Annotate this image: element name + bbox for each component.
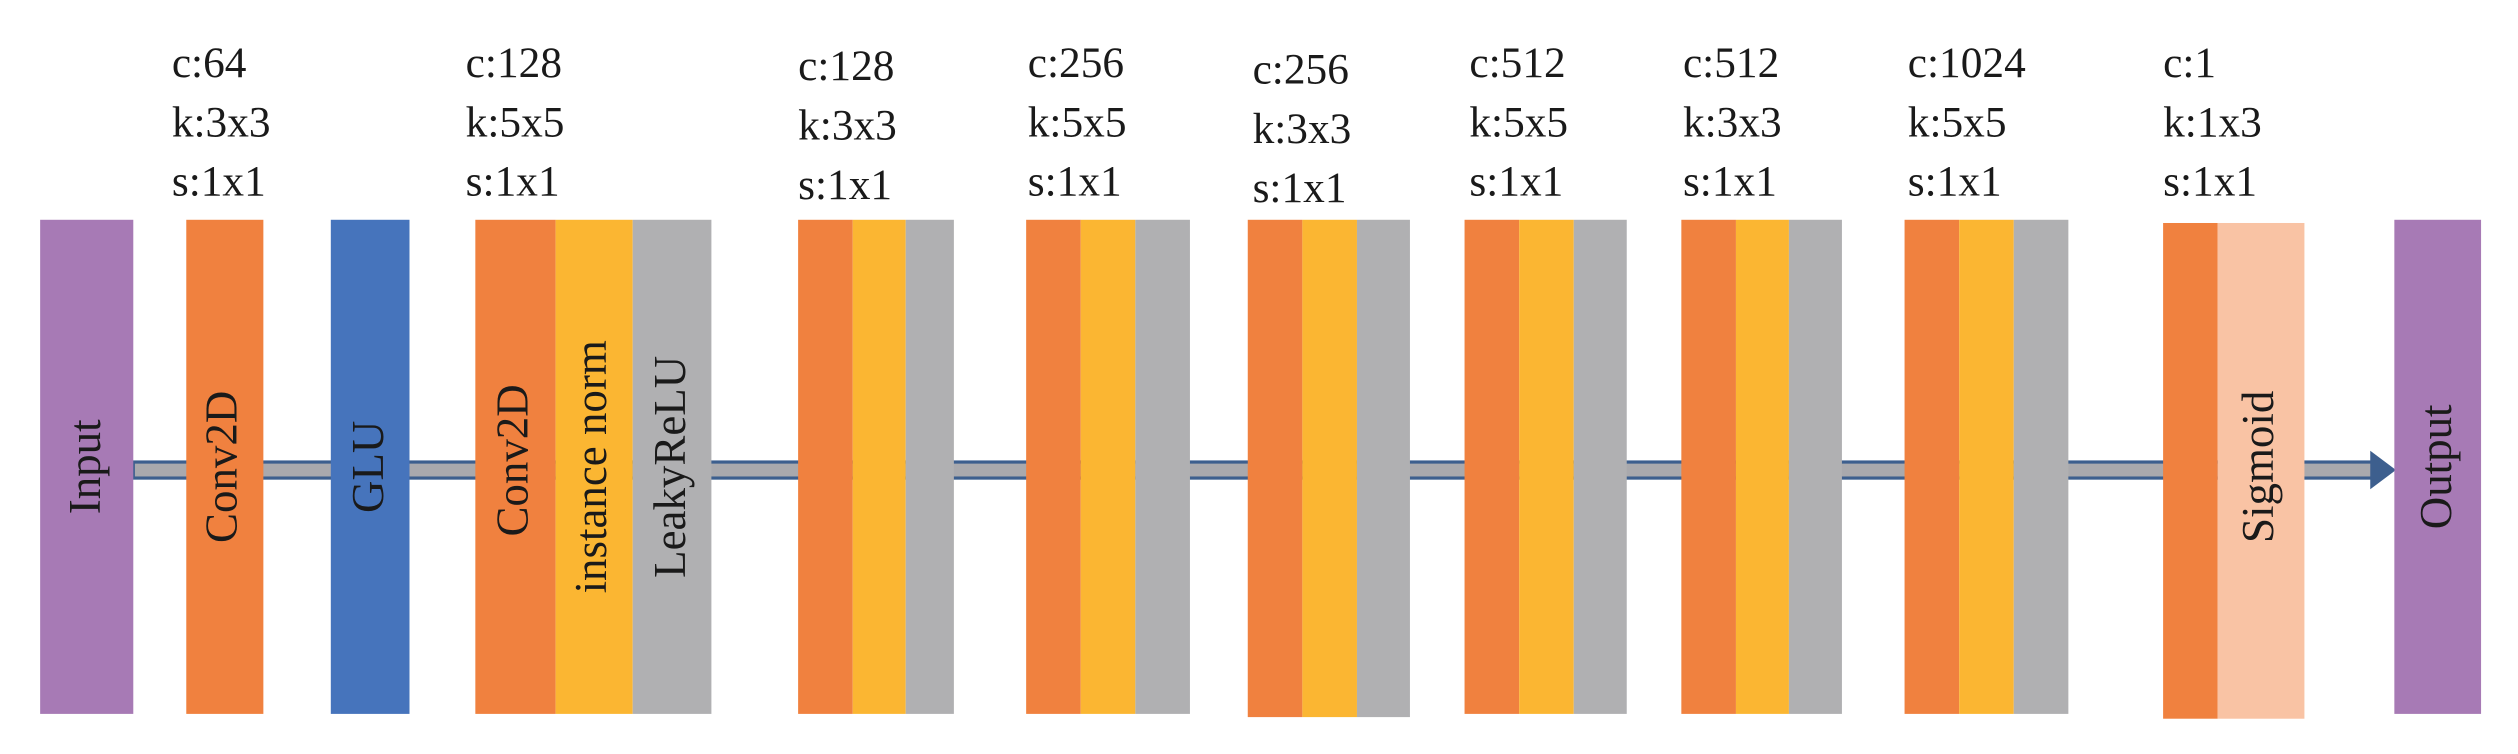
- relu-block: [1573, 219, 1627, 714]
- annotation-line: c:1024: [1908, 39, 2026, 87]
- block-labels: Input Conv2D GLU Conv2D instance norm Le…: [60, 340, 2461, 593]
- annotation-line: c:1: [2163, 39, 2216, 87]
- annotation-line: s:1x1: [798, 161, 892, 209]
- block-label: Sigmoid: [2233, 391, 2283, 543]
- annotation-line: c:64: [172, 39, 247, 87]
- annotation-line: k:5x5: [1908, 98, 2007, 146]
- annotation-line: s:1x1: [1253, 164, 1347, 212]
- conv-block: [1464, 219, 1520, 714]
- norm-block: [555, 219, 633, 714]
- relu-block: [905, 219, 954, 714]
- norm-block: [1735, 219, 1789, 714]
- annotation-line: k:3x3: [1683, 98, 1782, 146]
- annotation-line: k:5x5: [1028, 98, 1127, 146]
- output-block: [2394, 219, 2482, 714]
- conv-block: [186, 219, 264, 714]
- layer-annotations: c:64 k:3x3 s:1x1 c:128 k:5x5 s:1x1 c:128 k:3x3 s…: [172, 39, 2262, 212]
- norm-block: [1519, 219, 1574, 714]
- relu-block: [1788, 219, 1842, 714]
- input-block: [40, 219, 134, 714]
- annotation-line: s:1x1: [1469, 158, 1563, 206]
- annotation-line: s:1x1: [1908, 158, 2002, 206]
- arrow-head: [2370, 450, 2396, 490]
- sigmoid-block: [2217, 222, 2305, 719]
- relu-block: [2013, 219, 2069, 714]
- conv-block: [1904, 219, 1960, 714]
- conv-block: [798, 219, 853, 714]
- annotation-line: k:3x3: [1253, 105, 1352, 153]
- conv-block: [1681, 219, 1736, 714]
- norm-block: [1959, 219, 2014, 714]
- relu-block: [1135, 219, 1190, 714]
- conv-block: [1026, 219, 1081, 714]
- conv-block: [1247, 219, 1303, 718]
- annotation-line: s:1x1: [1683, 158, 1777, 206]
- blocks: [40, 219, 2482, 719]
- annotation-line: c:512: [1469, 39, 1565, 87]
- block-label: GLU: [343, 421, 393, 513]
- relu-block: [632, 219, 712, 714]
- block-label: Conv2D: [197, 391, 247, 543]
- block-label: Input: [60, 419, 110, 514]
- conv-block: [2163, 222, 2218, 719]
- annotation-line: k:1x3: [2163, 98, 2262, 146]
- annotation-line: c:256: [1253, 45, 1349, 93]
- annotation-line: s:1x1: [2163, 158, 2257, 206]
- annotation-line: c:256: [1028, 39, 1124, 87]
- block-label: LeakyReLU: [645, 356, 695, 578]
- annotation-line: c:512: [1683, 39, 1779, 87]
- annotation-line: k:5x5: [466, 98, 565, 146]
- block-label: Output: [2411, 404, 2461, 529]
- annotation-line: k:5x5: [1469, 98, 1568, 146]
- annotation-line: k:3x3: [798, 102, 897, 150]
- norm-block: [1080, 219, 1136, 714]
- conv-block: [475, 219, 556, 714]
- annotation-line: c:128: [466, 39, 562, 87]
- annotation-line: s:1x1: [1028, 158, 1122, 206]
- block-label: Conv2D: [487, 384, 537, 536]
- block-label: instance norm: [566, 340, 616, 593]
- norm-block: [1302, 219, 1357, 718]
- annotation-line: k:3x3: [172, 98, 271, 146]
- glu-block: [330, 219, 410, 714]
- relu-block: [1356, 219, 1410, 718]
- annotation-line: s:1x1: [466, 158, 560, 206]
- annotation-line: c:128: [798, 42, 894, 90]
- annotation-line: s:1x1: [172, 158, 266, 206]
- norm-block: [852, 219, 906, 714]
